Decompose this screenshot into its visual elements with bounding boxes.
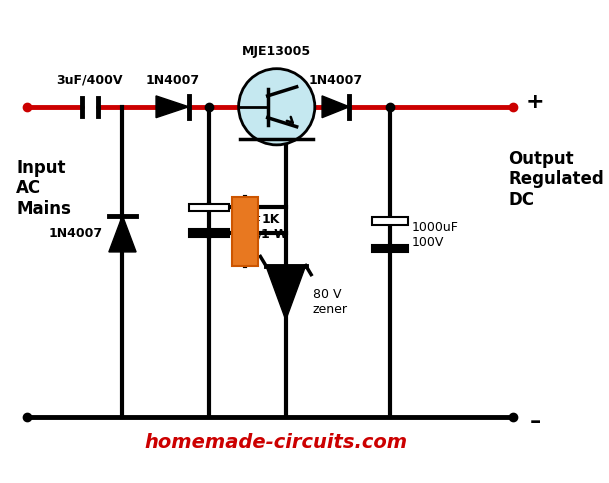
Polygon shape <box>266 266 306 320</box>
Text: 1000uF
100V: 1000uF 100V <box>412 221 459 249</box>
Text: +: + <box>526 92 544 112</box>
Text: Output
Regulated
DC: Output Regulated DC <box>508 150 604 209</box>
Text: 1K
1 W: 1K 1 W <box>261 213 288 242</box>
Bar <box>372 245 408 252</box>
Text: Input
AC
Mains: Input AC Mains <box>16 158 71 218</box>
Circle shape <box>239 69 315 145</box>
Polygon shape <box>322 96 350 118</box>
Text: 1N4007: 1N4007 <box>146 74 199 87</box>
Text: 3uF/400V: 3uF/400V <box>57 74 123 87</box>
Text: 1N4007: 1N4007 <box>309 74 363 87</box>
Text: 10uF
400V: 10uF 400V <box>230 215 263 243</box>
Text: homemade-circuits.com: homemade-circuits.com <box>144 433 407 452</box>
Bar <box>232 198 258 266</box>
Bar <box>189 204 228 211</box>
Polygon shape <box>109 215 136 252</box>
Text: –: – <box>530 412 541 432</box>
Bar <box>372 217 408 225</box>
Text: 1N4007: 1N4007 <box>48 227 102 240</box>
Polygon shape <box>156 96 189 118</box>
Text: MJE13005: MJE13005 <box>242 45 311 58</box>
Text: 80 V
zener: 80 V zener <box>313 288 348 316</box>
Bar <box>189 229 228 237</box>
